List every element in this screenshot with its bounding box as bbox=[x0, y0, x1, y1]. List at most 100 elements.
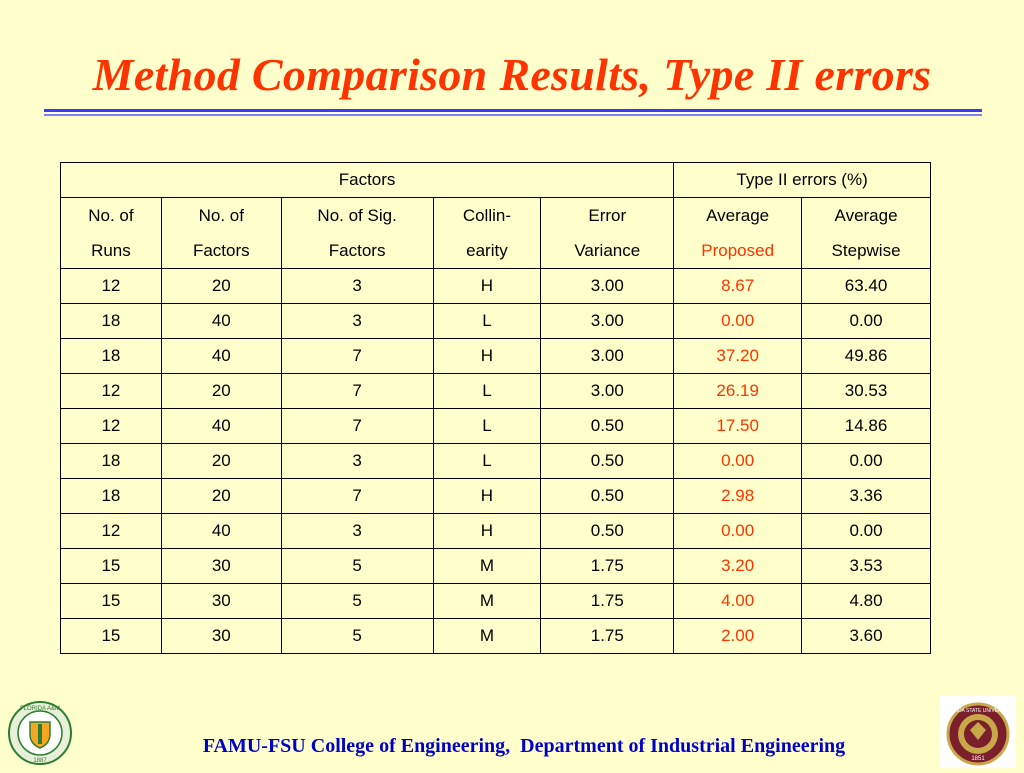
cell-error-variance: 3.00 bbox=[540, 268, 675, 304]
cell-collinearity: L bbox=[432, 408, 542, 444]
cell-avg-stepwise: 0.00 bbox=[801, 513, 931, 549]
cell-avg-stepwise: 49.86 bbox=[801, 338, 931, 374]
cell-factors: 20 bbox=[160, 478, 282, 514]
cell-collinearity: M bbox=[432, 583, 542, 619]
cell-runs: 18 bbox=[60, 338, 162, 374]
table-row: 12 40 3 H 0.50 0.00 0.00 bbox=[60, 513, 931, 549]
cell-sig-factors: 3 bbox=[280, 443, 434, 479]
cell-collinearity: H bbox=[432, 268, 542, 304]
cell-collinearity: M bbox=[432, 618, 542, 654]
cell-error-variance: 3.00 bbox=[540, 373, 675, 409]
table-row: 18 20 3 L 0.50 0.00 0.00 bbox=[60, 443, 931, 479]
cell-sig-factors: 3 bbox=[280, 268, 434, 304]
cell-runs: 12 bbox=[60, 408, 162, 444]
cell-factors: 30 bbox=[160, 618, 282, 654]
cell-runs: 18 bbox=[60, 478, 162, 514]
cell-sig-factors: 7 bbox=[280, 373, 434, 409]
cell-avg-proposed: 0.00 bbox=[673, 303, 803, 339]
col-header-factors: No. of Factors bbox=[160, 197, 282, 269]
col-header-avg-stepwise: Average Stepwise bbox=[801, 197, 931, 269]
svg-text:1851: 1851 bbox=[971, 756, 985, 762]
cell-sig-factors: 5 bbox=[280, 583, 434, 619]
cell-factors: 20 bbox=[160, 443, 282, 479]
cell-sig-factors: 5 bbox=[280, 618, 434, 654]
cell-factors: 30 bbox=[160, 583, 282, 619]
cell-factors: 40 bbox=[160, 513, 282, 549]
cell-avg-proposed: 0.00 bbox=[673, 513, 803, 549]
cell-avg-proposed: 17.50 bbox=[673, 408, 803, 444]
svg-text:1887: 1887 bbox=[33, 758, 47, 764]
cell-factors: 20 bbox=[160, 373, 282, 409]
cell-runs: 12 bbox=[60, 268, 162, 304]
cell-error-variance: 1.75 bbox=[540, 618, 675, 654]
table-row: 15 30 5 M 1.75 4.00 4.80 bbox=[60, 583, 931, 619]
table-row: 18 40 7 H 3.00 37.20 49.86 bbox=[60, 338, 931, 374]
cell-error-variance: 1.75 bbox=[540, 548, 675, 584]
cell-runs: 18 bbox=[60, 443, 162, 479]
cell-runs: 12 bbox=[60, 513, 162, 549]
cell-factors: 40 bbox=[160, 338, 282, 374]
results-table: Factors Type II errors (%) No. of Runs No… bbox=[59, 162, 931, 654]
col-header-error-variance: Error Variance bbox=[540, 197, 675, 269]
cell-avg-proposed: 2.00 bbox=[673, 618, 803, 654]
cell-avg-proposed: 37.20 bbox=[673, 338, 803, 374]
cell-avg-proposed: 3.20 bbox=[673, 548, 803, 584]
svg-text:FLORIDA STATE UNIVERSITY: FLORIDA STATE UNIVERSITY bbox=[943, 708, 1013, 714]
table-row: 12 40 7 L 0.50 17.50 14.86 bbox=[60, 408, 931, 444]
col-header-sig-factors: No. of Sig. Factors bbox=[280, 197, 434, 269]
column-header-row: No. of Runs No. of Factors No. of Sig. Fact… bbox=[60, 197, 931, 269]
group-header-row: Factors Type II errors (%) bbox=[59, 162, 931, 198]
cell-factors: 30 bbox=[160, 548, 282, 584]
table-row: 18 20 7 H 0.50 2.98 3.36 bbox=[60, 478, 931, 514]
cell-collinearity: H bbox=[432, 338, 542, 374]
cell-sig-factors: 7 bbox=[280, 338, 434, 374]
col-header-collinearity: Collin-earity bbox=[432, 197, 542, 269]
cell-avg-stepwise: 3.60 bbox=[801, 618, 931, 654]
cell-runs: 12 bbox=[60, 373, 162, 409]
cell-avg-stepwise: 30.53 bbox=[801, 373, 931, 409]
cell-avg-proposed: 2.98 bbox=[673, 478, 803, 514]
footer-text: FAMU-FSU College of Engineering, Departm… bbox=[202, 735, 846, 757]
cell-collinearity: L bbox=[432, 303, 542, 339]
cell-avg-proposed: 8.67 bbox=[673, 268, 803, 304]
group-header-type2-errors: Type II errors (%) bbox=[673, 162, 931, 198]
table-body: 12 20 3 H 3.00 8.67 63.40 18 40 3 L 3.00 0.00 0.00 18 4… bbox=[60, 268, 931, 654]
cell-error-variance: 3.00 bbox=[540, 303, 675, 339]
cell-avg-proposed: 26.19 bbox=[673, 373, 803, 409]
cell-factors: 40 bbox=[160, 303, 282, 339]
cell-avg-proposed: 0.00 bbox=[673, 443, 803, 479]
cell-error-variance: 0.50 bbox=[540, 408, 675, 444]
cell-sig-factors: 5 bbox=[280, 548, 434, 584]
cell-avg-stepwise: 0.00 bbox=[801, 303, 931, 339]
cell-error-variance: 0.50 bbox=[540, 443, 675, 479]
cell-runs: 15 bbox=[60, 548, 162, 584]
cell-error-variance: 0.50 bbox=[540, 513, 675, 549]
cell-runs: 18 bbox=[60, 303, 162, 339]
table-row: 12 20 7 L 3.00 26.19 30.53 bbox=[60, 373, 931, 409]
cell-collinearity: H bbox=[432, 513, 542, 549]
col-header-avg-proposed: Average Proposed bbox=[673, 197, 803, 269]
cell-sig-factors: 3 bbox=[280, 513, 434, 549]
fsu-seal-icon: FLORIDA STATE UNIVERSITY 1851 bbox=[943, 702, 1013, 766]
table-row: 15 30 5 M 1.75 2.00 3.60 bbox=[60, 618, 931, 654]
table-row: 12 20 3 H 3.00 8.67 63.40 bbox=[60, 268, 931, 304]
cell-sig-factors: 3 bbox=[280, 303, 434, 339]
cell-sig-factors: 7 bbox=[280, 408, 434, 444]
title-underline bbox=[44, 109, 982, 112]
slide-title: Method Comparison Results, Type II error… bbox=[92, 49, 932, 100]
cell-factors: 40 bbox=[160, 408, 282, 444]
svg-text:FLORIDA A&M: FLORIDA A&M bbox=[20, 706, 60, 712]
cell-collinearity: M bbox=[432, 548, 542, 584]
cell-avg-stepwise: 3.53 bbox=[801, 548, 931, 584]
table-row: 15 30 5 M 1.75 3.20 3.53 bbox=[60, 548, 931, 584]
cell-avg-stepwise: 3.36 bbox=[801, 478, 931, 514]
cell-runs: 15 bbox=[60, 618, 162, 654]
cell-avg-proposed: 4.00 bbox=[673, 583, 803, 619]
cell-factors: 20 bbox=[160, 268, 282, 304]
cell-error-variance: 1.75 bbox=[540, 583, 675, 619]
cell-collinearity: L bbox=[432, 373, 542, 409]
cell-avg-stepwise: 0.00 bbox=[801, 443, 931, 479]
cell-avg-stepwise: 14.86 bbox=[801, 408, 931, 444]
group-header-factors: Factors bbox=[59, 162, 675, 198]
cell-runs: 15 bbox=[60, 583, 162, 619]
